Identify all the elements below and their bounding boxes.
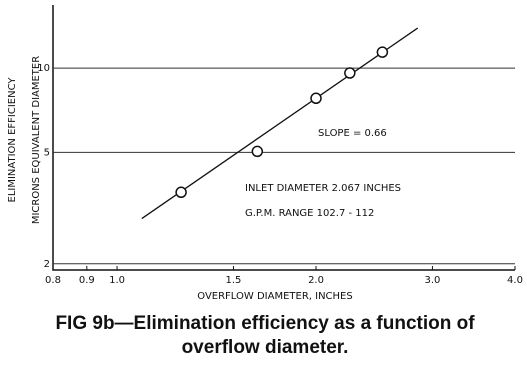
y-axis-label: ELIMINATION EFFICIENCY <box>7 77 18 203</box>
data-point <box>251 145 264 158</box>
y-tick-label: 5 <box>44 147 50 158</box>
x-tick-label: 2.0 <box>308 275 324 286</box>
x-tick-label: 4.0 <box>507 275 523 286</box>
x-tick-label: 0.8 <box>45 275 61 286</box>
y-tick-label: 2 <box>44 259 50 270</box>
data-point <box>175 186 187 199</box>
data-point <box>344 67 356 79</box>
annotation: INLET DIAMETER 2.067 INCHES <box>245 183 401 194</box>
x-tick-label: 3.0 <box>424 275 440 286</box>
x-axis-label: OVERFLOW DIAMETER, INCHES <box>197 291 352 300</box>
axes <box>52 5 515 271</box>
y-axis-label: MICRONS EQUIVALENT DIAMETER <box>31 56 42 224</box>
x-tick-label: 0.9 <box>79 275 95 286</box>
annotation: G.P.M. RANGE 102.7 - 112 <box>245 208 374 219</box>
data-point <box>310 92 322 105</box>
fit-line <box>141 27 419 220</box>
annotation: SLOPE = 0.66 <box>318 128 387 139</box>
x-tick-label: 1.0 <box>109 275 125 286</box>
chart: OVERFLOW DIAMETER, INCHES ELIMINATION EF… <box>7 5 523 302</box>
y-tick-label: 10 <box>37 63 50 74</box>
caption: FIG 9b—Elimination efficiency as a funct… <box>55 313 475 358</box>
data-point <box>376 46 389 58</box>
x-tick-label: 1.5 <box>225 275 241 286</box>
